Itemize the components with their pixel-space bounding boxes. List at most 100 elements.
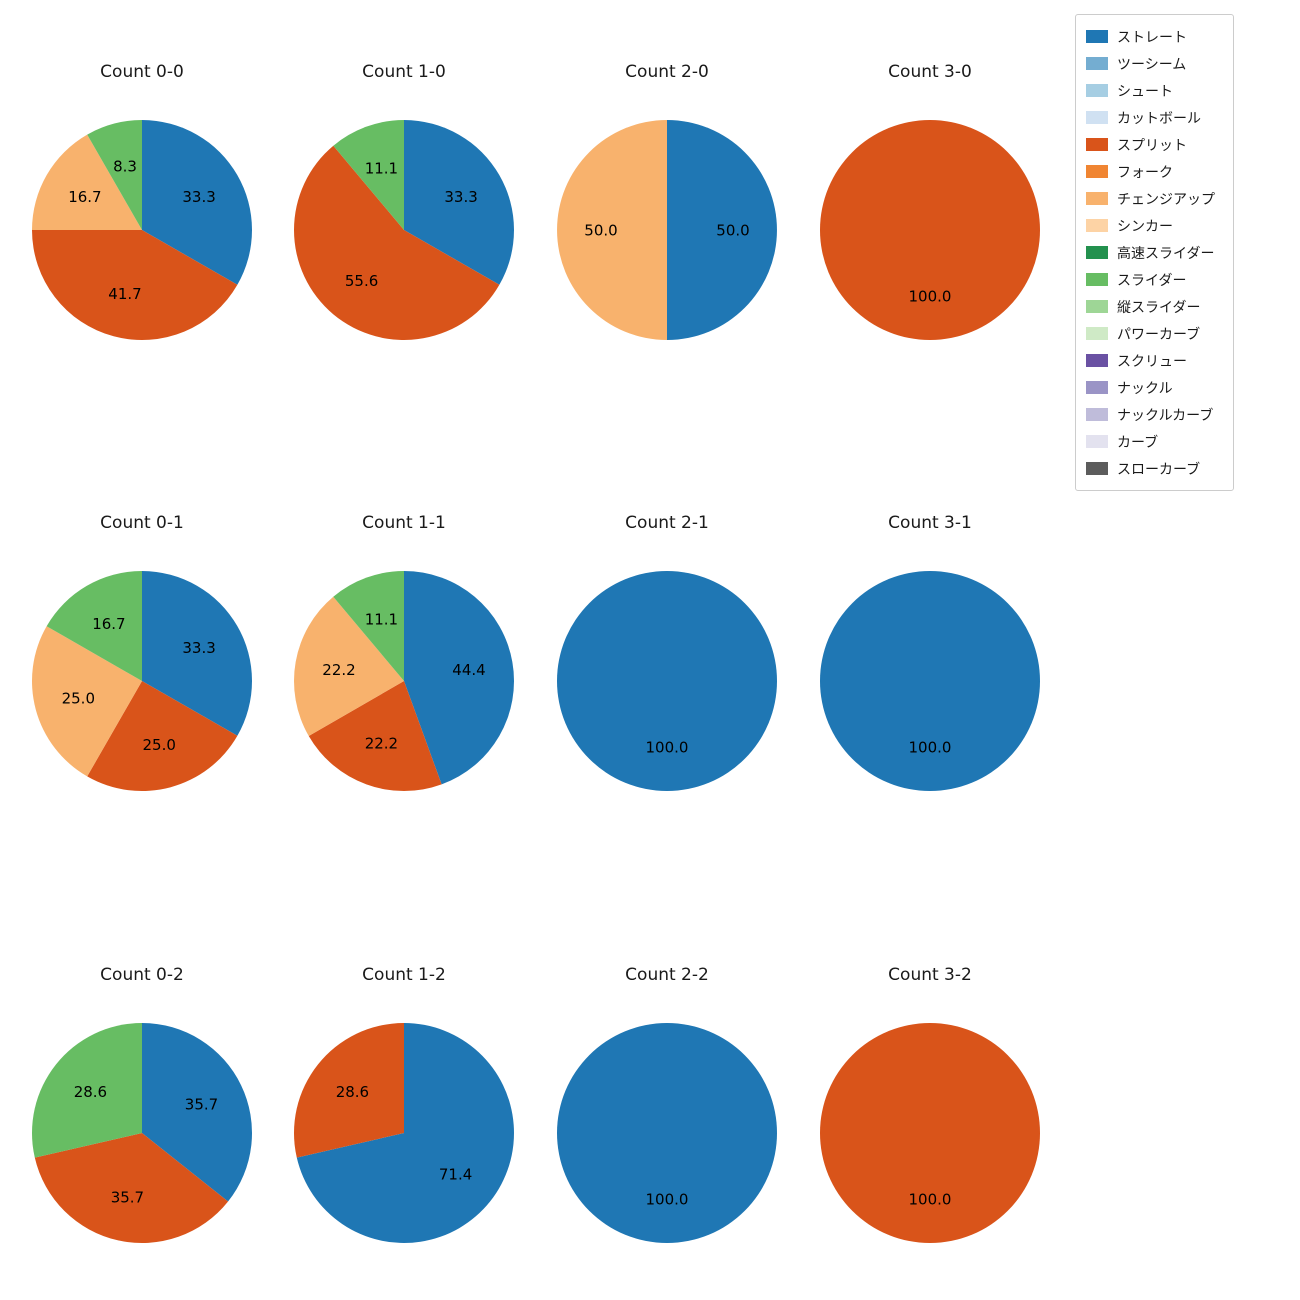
pie-svg: 100.0 <box>557 571 777 791</box>
pie-slice-ストレート <box>404 120 515 285</box>
legend-swatch <box>1086 219 1108 232</box>
legend-label: ストレート <box>1117 29 1187 46</box>
pie-svg: 44.4 22.2 22.2 11.1 <box>294 571 515 792</box>
pie-chart-count-2-0: Count 2-0 50.0 50.0 <box>547 60 787 350</box>
legend-label: シンカー <box>1117 218 1173 235</box>
chart-title: Count 3-2 <box>888 965 972 985</box>
legend-swatch <box>1086 165 1108 178</box>
pie-slice-チェンジアップ <box>557 120 667 340</box>
legend-item: ツーシーム <box>1086 50 1223 77</box>
pie-slice-スプリット <box>34 1133 229 1244</box>
pie-slice-スライダー <box>333 571 404 681</box>
chart-title: Count 2-1 <box>625 513 709 533</box>
legend-swatch <box>1086 138 1108 151</box>
chart-title: Count 2-2 <box>625 965 709 985</box>
legend-swatch <box>1086 462 1108 475</box>
pie-slice-チェンジアップ <box>31 626 142 777</box>
pie-slice-ストレート <box>142 1023 252 1202</box>
legend-swatch <box>1086 381 1108 394</box>
slice-value-label: 8.3 <box>113 157 137 175</box>
pie-slice-ストレート <box>820 571 1040 791</box>
legend-label: パワーカーブ <box>1117 326 1201 343</box>
pie-slice-スプリット <box>294 145 500 341</box>
legend-label: カットボール <box>1117 110 1201 127</box>
pie-slice-ストレート <box>557 1023 777 1243</box>
legend-swatch <box>1086 30 1108 43</box>
chart-title: Count 0-2 <box>100 965 184 985</box>
legend-swatch <box>1086 273 1108 286</box>
legend-item: チェンジアップ <box>1086 185 1223 212</box>
legend-item: パワーカーブ <box>1086 320 1223 347</box>
legend-label: チェンジアップ <box>1117 191 1215 208</box>
chart-title: Count 3-1 <box>888 513 972 533</box>
slice-value-label: 55.6 <box>345 272 378 290</box>
slice-value-label: 11.1 <box>365 159 398 177</box>
legend-swatch <box>1086 327 1108 340</box>
chart-title: Count 3-0 <box>888 62 972 82</box>
legend-item: ナックル <box>1086 374 1223 401</box>
legend-swatch <box>1086 300 1108 313</box>
slice-value-label: 33.3 <box>182 188 215 206</box>
pie-svg: 100.0 <box>820 120 1040 340</box>
slice-value-label: 41.7 <box>108 285 141 303</box>
legend-label: スライダー <box>1117 272 1187 289</box>
pie-svg: 50.0 50.0 <box>557 120 777 340</box>
pie-chart-count-2-1: Count 2-1 100.0 <box>547 511 787 801</box>
pie-slice-スプリット <box>87 681 238 792</box>
pie-chart-count-3-1: Count 3-1 100.0 <box>810 511 1050 801</box>
pie-svg: 71.4 28.6 <box>293 1023 514 1243</box>
pie-chart-count-0-0: Count 0-0 33.3 41.7 16.7 8.3 <box>22 60 262 350</box>
pie-slice-スプリット <box>31 230 238 341</box>
legend-item: 縦スライダー <box>1086 293 1223 320</box>
legend-label: 高速スライダー <box>1117 245 1215 262</box>
legend-item: フォーク <box>1086 158 1223 185</box>
slice-value-label: 50.0 <box>716 221 749 239</box>
slice-value-label: 100.0 <box>646 1190 689 1208</box>
slice-value-label: 35.7 <box>185 1096 218 1114</box>
slice-value-label: 33.3 <box>444 188 477 206</box>
legend-item: ストレート <box>1086 23 1223 50</box>
pie-slice-ストレート <box>667 120 777 340</box>
chart-title: Count 2-0 <box>625 62 709 82</box>
chart-title: Count 0-1 <box>100 513 184 533</box>
legend-item: スライダー <box>1086 266 1223 293</box>
pie-svg: 100.0 <box>820 571 1040 791</box>
pie-chart-count-2-2: Count 2-2 100.0 <box>547 963 787 1253</box>
pie-slice-スライダー <box>333 120 404 230</box>
slice-value-label: 25.0 <box>62 689 95 707</box>
pie-slice-スプリット <box>820 120 1040 340</box>
slice-value-label: 35.7 <box>111 1189 144 1207</box>
slice-value-label: 16.7 <box>92 615 125 633</box>
pie-slice-ストレート <box>142 120 253 285</box>
legend-swatch <box>1086 246 1108 259</box>
pie-svg: 100.0 <box>557 1023 777 1243</box>
pie-slice-ストレート <box>557 571 777 791</box>
pie-chart-count-0-2: Count 0-2 35.7 35.7 28.6 <box>22 963 262 1253</box>
legend-label: ナックル <box>1117 380 1173 397</box>
legend-label: カーブ <box>1117 434 1159 451</box>
legend-item: シンカー <box>1086 212 1223 239</box>
chart-title: Count 1-0 <box>362 62 446 82</box>
pie-chart-count-1-0: Count 1-0 33.3 55.6 11.1 <box>284 60 524 350</box>
slice-value-label: 22.2 <box>365 734 398 752</box>
legend-item: ナックルカーブ <box>1086 401 1223 428</box>
legend-label: ツーシーム <box>1117 56 1187 73</box>
legend-item: スローカーブ <box>1086 455 1223 482</box>
pie-svg: 33.3 55.6 11.1 <box>294 120 515 341</box>
pie-chart-count-3-2: Count 3-2 100.0 <box>810 963 1050 1253</box>
pie-slice-チェンジアップ <box>294 596 404 736</box>
slice-value-label: 71.4 <box>439 1165 472 1183</box>
pie-chart-count-3-0: Count 3-0 100.0 <box>810 60 1050 350</box>
legend: ストレート ツーシーム シュート カットボール スプリット フォーク チェンジアップ シンカー… <box>1075 14 1234 491</box>
pie-slice-スライダー <box>46 571 142 681</box>
pie-svg: 35.7 35.7 28.6 <box>31 1023 252 1244</box>
chart-title: Count 1-1 <box>362 513 446 533</box>
slice-value-label: 50.0 <box>584 221 617 239</box>
legend-item: カーブ <box>1086 428 1223 455</box>
legend-swatch <box>1086 192 1108 205</box>
legend-item: スクリュー <box>1086 347 1223 374</box>
legend-swatch <box>1086 354 1108 367</box>
legend-item: カットボール <box>1086 104 1223 131</box>
pie-slice-ストレート <box>404 571 515 785</box>
